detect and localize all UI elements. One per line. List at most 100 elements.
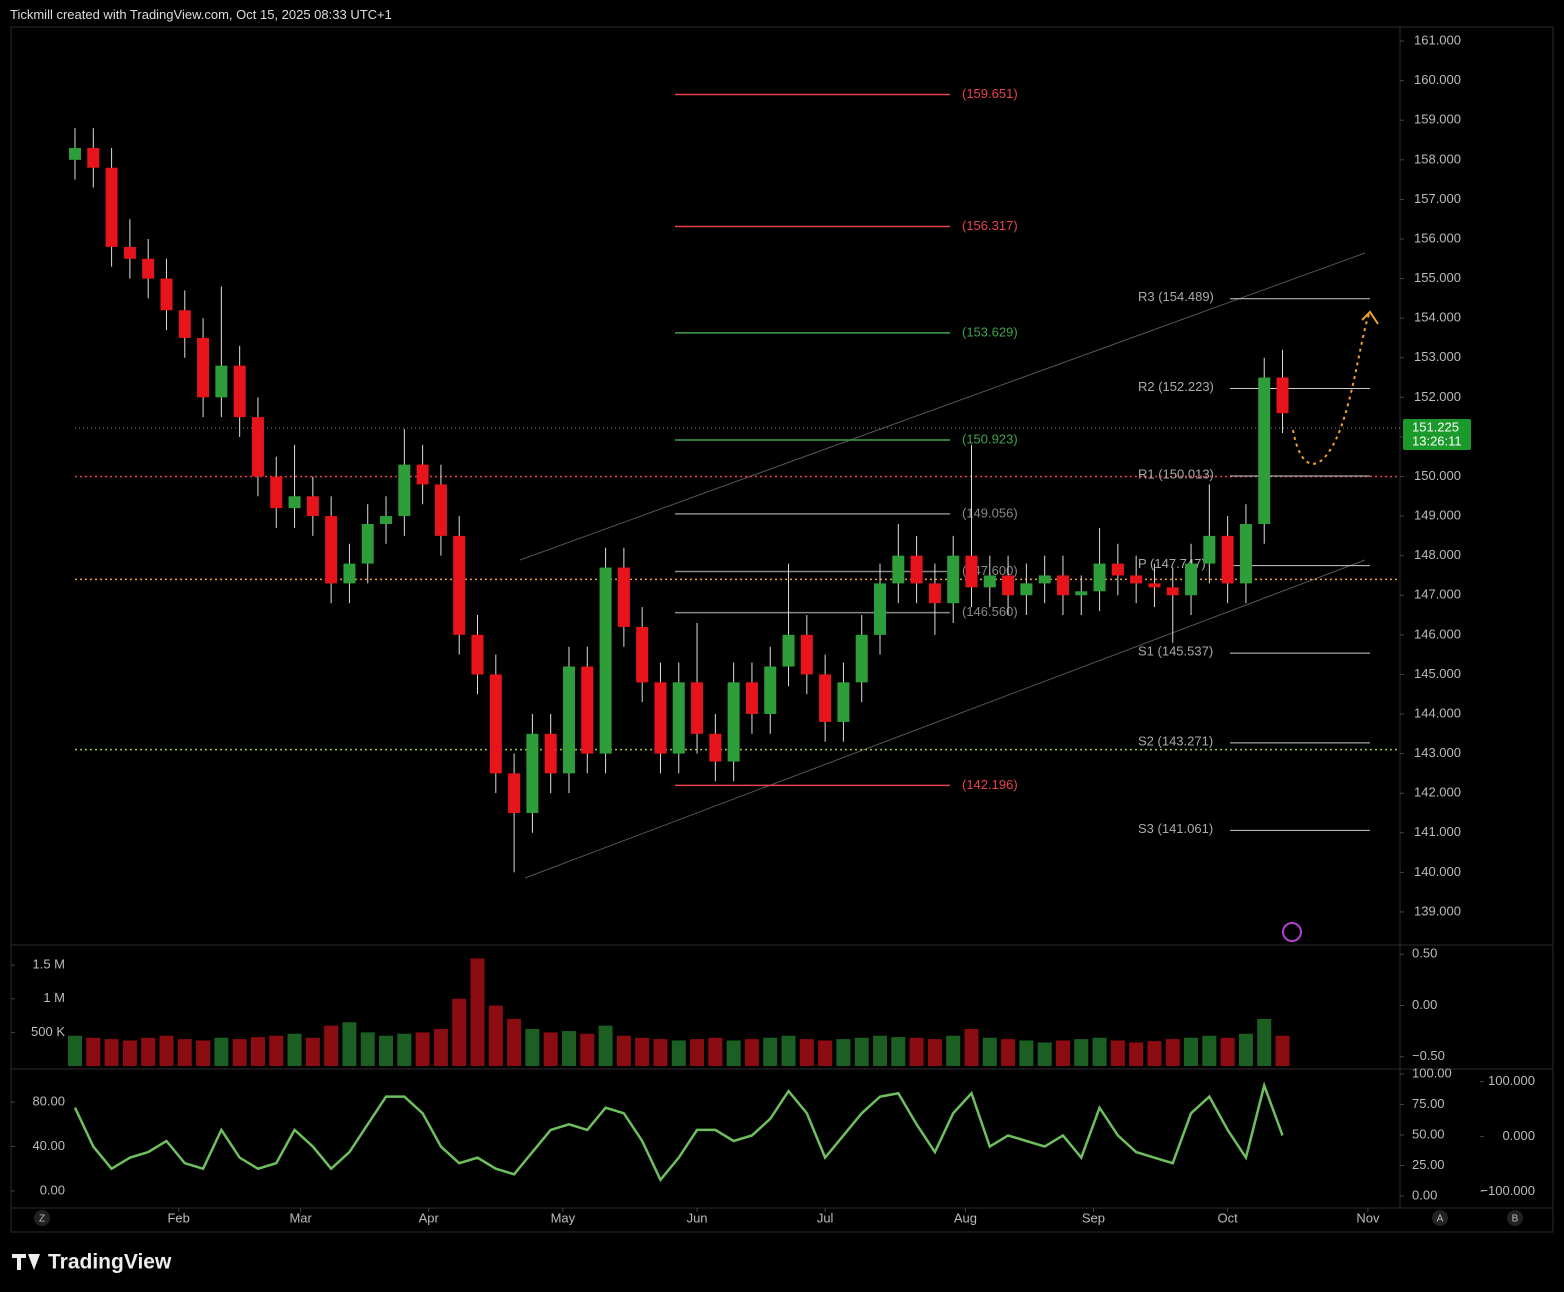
- volume-bar: [799, 1039, 814, 1066]
- osc-far-label: 0.000: [1502, 1128, 1535, 1143]
- candle-body: [983, 575, 996, 588]
- volume-right-label: −0.50: [1412, 1048, 1445, 1063]
- x-tick-label: Aug: [954, 1210, 977, 1225]
- volume-bar: [708, 1037, 723, 1066]
- volume-bar: [141, 1037, 156, 1066]
- volume-tick-label: 500 K: [31, 1024, 65, 1039]
- candle-body: [489, 674, 502, 774]
- brand-logo: [12, 1254, 40, 1270]
- candle-body: [654, 682, 667, 754]
- y-tick-label: 143.000: [1414, 745, 1461, 760]
- candle-body: [1258, 377, 1271, 525]
- y-tick-label: 148.000: [1414, 547, 1461, 562]
- candle-body: [1002, 575, 1015, 596]
- y-tick-label: 149.000: [1414, 508, 1461, 523]
- volume-bar: [507, 1018, 522, 1066]
- y-tick-label: 156.000: [1414, 230, 1461, 245]
- candle-body: [178, 310, 191, 338]
- candle-body: [1130, 575, 1143, 584]
- candle-body: [142, 258, 155, 279]
- volume-bar: [854, 1037, 869, 1066]
- volume-bar: [598, 1025, 613, 1066]
- candle-body: [837, 682, 850, 722]
- volume-bar: [543, 1032, 558, 1066]
- alert-icon[interactable]: [1282, 922, 1302, 942]
- volume-bar: [415, 1032, 430, 1066]
- candle-body: [434, 484, 447, 536]
- candle-body: [855, 634, 868, 683]
- candle-body: [123, 246, 136, 259]
- candle-body: [1276, 377, 1289, 414]
- fib-label: (153.629): [962, 324, 1018, 339]
- candle-body: [782, 634, 795, 667]
- candle-body: [636, 626, 649, 683]
- osc-right-label: 0.00: [1412, 1187, 1437, 1202]
- volume-bar: [1147, 1041, 1162, 1066]
- y-tick-label: 155.000: [1414, 270, 1461, 285]
- pivot-label: S3 (141.061): [1138, 821, 1213, 836]
- volume-bar: [1055, 1040, 1070, 1066]
- x-tick-label: May: [551, 1210, 576, 1225]
- volume-bar: [781, 1035, 796, 1066]
- candle-body: [1020, 583, 1033, 596]
- y-tick-label: 147.000: [1414, 587, 1461, 602]
- volume-bar: [873, 1035, 888, 1066]
- auto-button[interactable]: [1432, 1210, 1448, 1226]
- y-tick-label: 153.000: [1414, 349, 1461, 364]
- projection-arrow: [1361, 310, 1379, 325]
- candle-body: [105, 167, 118, 247]
- b-button[interactable]: [1507, 1210, 1523, 1226]
- candle-body: [251, 417, 264, 477]
- channel-line: [519, 252, 1366, 561]
- volume-bar: [690, 1039, 705, 1066]
- candle-body: [416, 464, 429, 485]
- candle-body: [928, 583, 941, 604]
- volume-bar: [360, 1032, 375, 1066]
- candle-body: [233, 365, 246, 418]
- volume-bar: [488, 1005, 503, 1066]
- candle-body: [526, 733, 539, 813]
- volume-bar: [982, 1037, 997, 1066]
- projection-path: [1292, 311, 1371, 465]
- volume-bar: [196, 1040, 211, 1066]
- y-tick-label: 159.000: [1414, 112, 1461, 127]
- volume-bar: [470, 958, 485, 1066]
- volume-bar: [324, 1025, 339, 1066]
- volume-bar: [379, 1035, 394, 1066]
- y-tick-label: 140.000: [1414, 864, 1461, 879]
- osc-right-label: 25.00: [1412, 1157, 1445, 1172]
- volume-bar: [561, 1031, 576, 1066]
- osc-tick-label: 40.00: [32, 1138, 65, 1153]
- fib-label: (150.923): [962, 431, 1018, 446]
- chart-frame: [10, 26, 1554, 1233]
- last-price-badge: [1403, 419, 1471, 451]
- pivot-label: R3 (154.489): [1138, 289, 1214, 304]
- x-tick-label: Jun: [687, 1210, 708, 1225]
- y-tick-label: 150.000: [1414, 468, 1461, 483]
- volume-bar: [232, 1039, 247, 1066]
- volume-bar: [927, 1039, 942, 1066]
- volume-bar: [433, 1029, 448, 1066]
- volume-bar: [214, 1037, 229, 1066]
- candle-body: [581, 666, 594, 754]
- y-tick-label: 161.000: [1414, 33, 1461, 48]
- candle-body: [691, 682, 704, 734]
- y-tick-label: 146.000: [1414, 626, 1461, 641]
- zoom-label: Z: [39, 1214, 45, 1225]
- candle-body: [709, 733, 722, 762]
- volume-tick-label: 1 M: [43, 990, 65, 1005]
- candle-body: [471, 634, 484, 675]
- y-tick-label: 152.000: [1414, 389, 1461, 404]
- y-tick-label: 141.000: [1414, 824, 1461, 839]
- volume-bar: [1220, 1037, 1235, 1066]
- fib-label: (142.196): [962, 777, 1018, 792]
- volume-bar: [946, 1035, 961, 1066]
- zoom-button[interactable]: [34, 1210, 50, 1226]
- volume-bar: [818, 1040, 833, 1066]
- volume-bar: [653, 1039, 668, 1066]
- volume-bar: [1037, 1042, 1052, 1066]
- channel-line: [524, 559, 1366, 879]
- candle-body: [1093, 563, 1106, 592]
